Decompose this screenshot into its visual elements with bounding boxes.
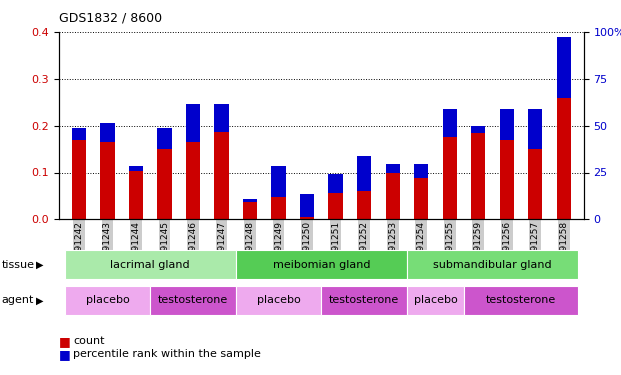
Bar <box>243 199 257 219</box>
Bar <box>72 128 86 140</box>
Text: agent: agent <box>1 296 34 305</box>
Bar <box>414 164 428 178</box>
Text: ▶: ▶ <box>36 296 43 305</box>
Bar <box>471 126 486 133</box>
Text: ■: ■ <box>59 348 71 361</box>
Text: testosterone: testosterone <box>486 296 556 305</box>
Bar <box>101 123 115 142</box>
Bar <box>471 126 486 219</box>
Text: ■: ■ <box>59 335 71 348</box>
Bar <box>214 104 229 132</box>
Bar <box>186 104 200 142</box>
Bar <box>271 166 286 197</box>
Text: placebo: placebo <box>86 296 129 305</box>
Bar <box>129 166 143 171</box>
Bar <box>386 164 400 173</box>
Bar <box>186 104 200 219</box>
Bar <box>300 194 314 217</box>
Bar <box>157 128 171 219</box>
Text: GDS1832 / 8600: GDS1832 / 8600 <box>59 11 162 24</box>
Text: placebo: placebo <box>414 296 457 305</box>
Text: percentile rank within the sample: percentile rank within the sample <box>73 350 261 359</box>
Bar <box>243 199 257 202</box>
Bar <box>443 109 457 137</box>
Bar <box>528 109 542 219</box>
Bar <box>556 37 571 219</box>
Bar <box>500 109 514 219</box>
Text: ▶: ▶ <box>36 260 43 270</box>
Bar <box>357 156 371 191</box>
Bar <box>528 109 542 149</box>
Bar <box>157 128 171 148</box>
Bar <box>500 109 514 140</box>
Bar <box>271 166 286 219</box>
Bar <box>101 123 115 219</box>
Bar <box>329 174 343 219</box>
Text: placebo: placebo <box>256 296 301 305</box>
Bar <box>414 164 428 219</box>
Bar <box>214 104 229 219</box>
Text: lacrimal gland: lacrimal gland <box>111 260 190 270</box>
Bar <box>386 164 400 219</box>
Bar <box>357 156 371 219</box>
Bar <box>300 194 314 219</box>
Text: testosterone: testosterone <box>329 296 399 305</box>
Text: tissue: tissue <box>1 260 34 270</box>
Text: submandibular gland: submandibular gland <box>433 260 552 270</box>
Text: testosterone: testosterone <box>158 296 228 305</box>
Text: count: count <box>73 336 105 346</box>
Bar <box>329 174 343 193</box>
Bar <box>72 128 86 219</box>
Text: meibomian gland: meibomian gland <box>273 260 370 270</box>
Bar <box>129 166 143 219</box>
Bar <box>556 37 571 98</box>
Bar <box>443 109 457 219</box>
